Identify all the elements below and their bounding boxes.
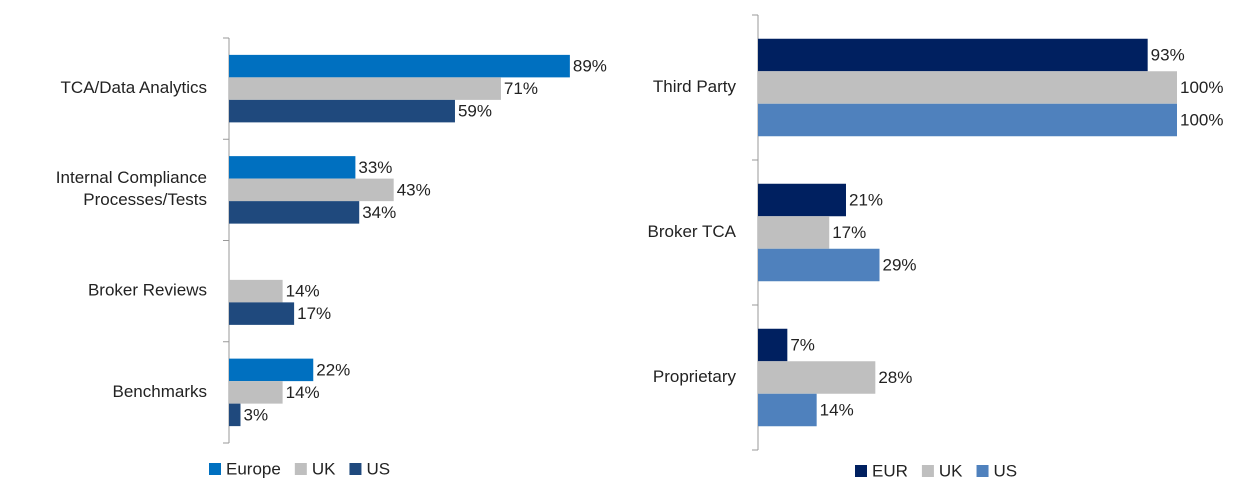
bar: [229, 403, 241, 427]
category-label: Broker TCA: [648, 222, 737, 241]
value-label: 89%: [573, 57, 607, 76]
legend-label: EUR: [872, 461, 908, 479]
value-label: 14%: [820, 400, 854, 419]
bar: [229, 77, 501, 100]
legend-label: UK: [312, 459, 336, 478]
bar: [758, 328, 788, 362]
value-label: 28%: [878, 368, 912, 387]
category-label: Third Party: [653, 77, 737, 96]
value-label: 14%: [286, 282, 320, 301]
bar: [229, 279, 283, 303]
legend-swatch: [855, 465, 867, 477]
category-label: Internal Compliance Processes/Tests: [56, 168, 207, 209]
legend-label: Europe: [226, 459, 281, 478]
category-label: Proprietary: [653, 367, 737, 386]
bar: [758, 103, 1177, 137]
bar: [758, 71, 1177, 104]
bar: [229, 156, 356, 179]
legend-label: UK: [939, 461, 963, 479]
bar: [758, 183, 846, 217]
bar: [758, 393, 817, 427]
value-label: 43%: [397, 180, 431, 199]
legend-swatch: [976, 465, 989, 477]
category-label: Benchmarks: [113, 382, 207, 401]
bar: [229, 302, 295, 325]
value-label: 29%: [883, 255, 917, 274]
legend-swatch: [921, 465, 934, 477]
value-label: 93%: [1151, 45, 1185, 64]
value-label: 17%: [832, 223, 866, 242]
category-label: TCA/Data Analytics: [61, 78, 207, 97]
value-label: 22%: [316, 360, 350, 379]
bar: [758, 248, 880, 282]
bar: [758, 38, 1148, 72]
legend-swatch: [294, 463, 307, 475]
value-label: 100%: [1180, 110, 1223, 129]
value-label: 17%: [297, 304, 331, 323]
bar: [758, 361, 876, 394]
bar: [229, 381, 283, 404]
bar: [229, 54, 570, 78]
value-label: 59%: [458, 102, 492, 121]
bar: [229, 178, 394, 202]
value-label: 71%: [504, 79, 538, 98]
bar: [229, 99, 455, 123]
category-label: Broker Reviews: [88, 281, 207, 300]
value-label: 100%: [1180, 78, 1223, 97]
bar: [229, 201, 360, 224]
value-label: 14%: [286, 383, 320, 402]
legend-label: US: [366, 459, 390, 478]
bar: [758, 216, 830, 249]
value-label: 33%: [358, 158, 392, 177]
value-label: 3%: [243, 405, 268, 424]
legend-swatch: [349, 463, 362, 475]
legend-label: US: [994, 461, 1018, 479]
value-label: 7%: [790, 335, 815, 354]
value-label: 34%: [362, 203, 396, 222]
legend-swatch: [209, 463, 221, 475]
bar: [229, 358, 314, 382]
value-label: 21%: [849, 190, 883, 209]
